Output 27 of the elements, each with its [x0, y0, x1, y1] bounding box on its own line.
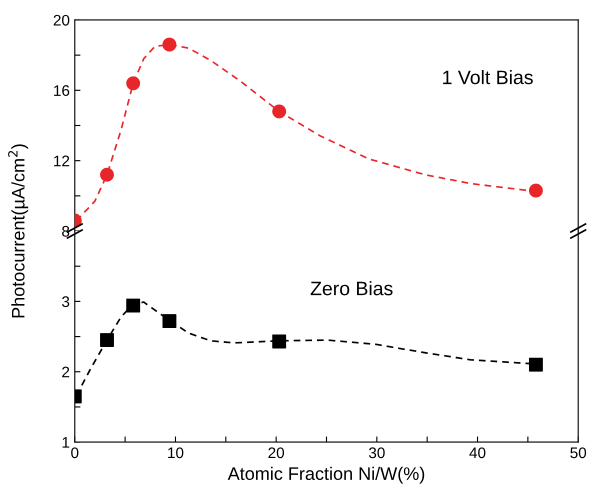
point [100, 333, 114, 348]
y-tick-label: 8 [62, 226, 70, 237]
y-tick-label: 12 [54, 156, 70, 166]
y-tick-label: 20 [54, 14, 70, 26]
point [100, 168, 114, 182]
point [528, 358, 543, 372]
point [126, 298, 140, 313]
point [162, 38, 176, 52]
point [162, 314, 176, 328]
x-tick-label: 10 [168, 447, 184, 458]
point [272, 104, 286, 118]
point [126, 76, 140, 90]
x-tick-label: 50 [570, 447, 586, 458]
y-tick-label: 16 [54, 85, 70, 96]
x-tick-label: 0 [71, 447, 78, 458]
point [272, 334, 286, 348]
annotation: 1 Volt Bias [443, 70, 533, 84]
y-axis-title: Photocurrent(µA/cm$^{2}$) [8, 144, 28, 318]
x-tick-label: 20 [268, 447, 284, 458]
x-axis-title: Atomic Fraction Ni/W(%) [228, 466, 424, 484]
y-tick-label: 2 [62, 366, 70, 378]
y-tick-label: 1 [62, 437, 70, 448]
x-tick-label: 40 [469, 447, 486, 458]
annotation: Zero Bias [310, 281, 393, 296]
point [528, 184, 543, 198]
x-tick-label: 30 [368, 447, 385, 458]
y-tick-label: 3 [62, 296, 70, 308]
